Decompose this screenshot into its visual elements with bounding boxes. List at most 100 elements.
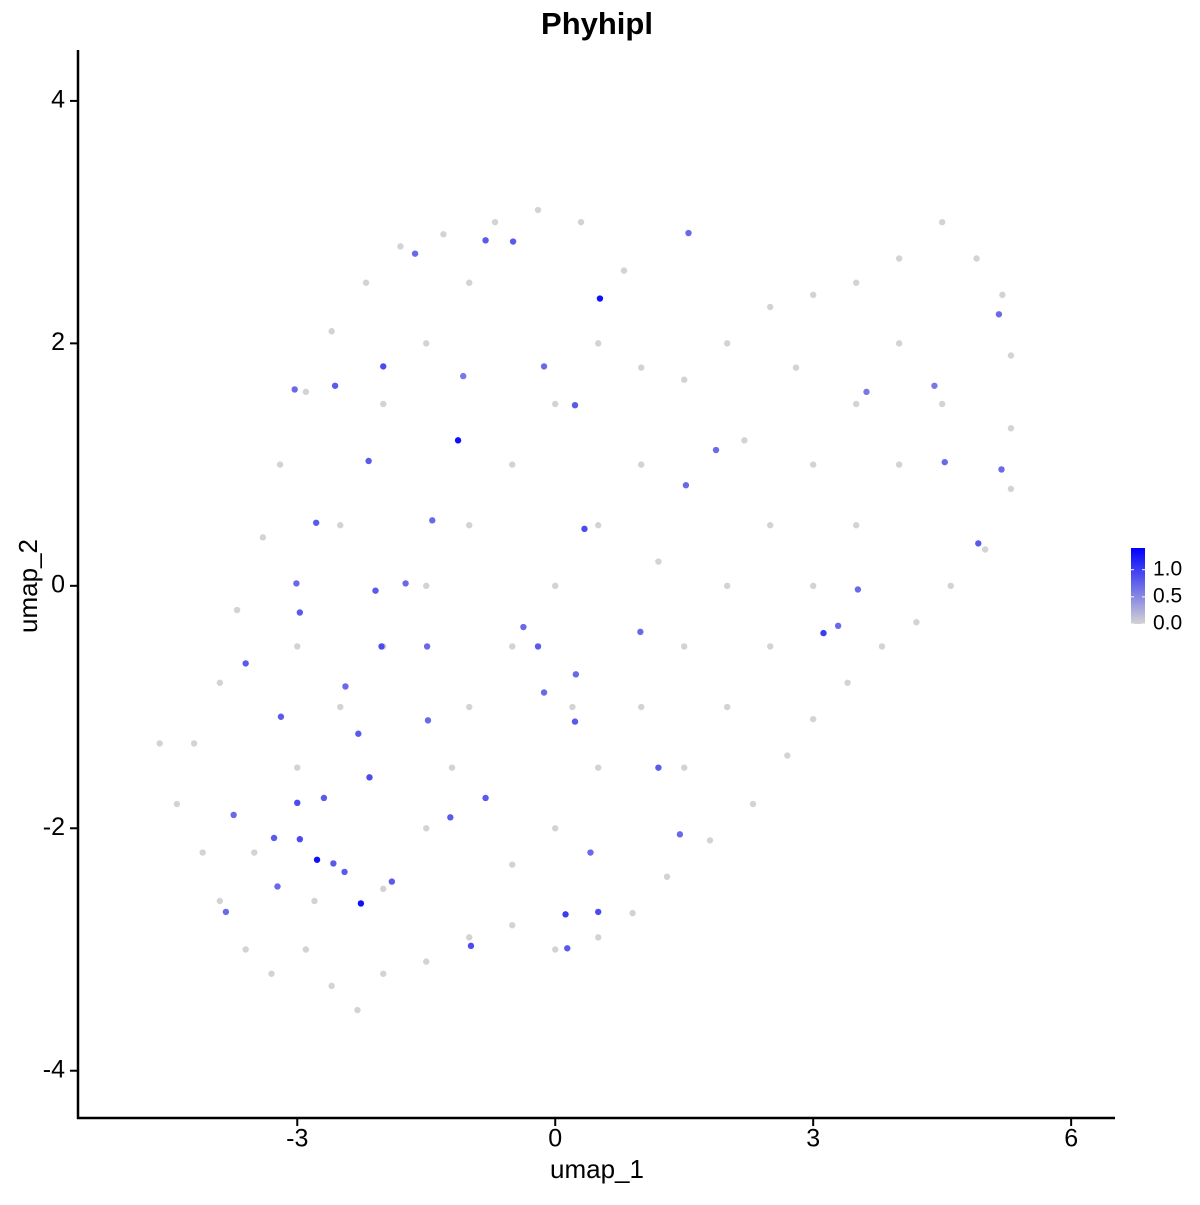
point: [723, 582, 731, 590]
point: [466, 703, 473, 711]
point: [913, 618, 920, 626]
point: [320, 794, 328, 802]
point: [294, 799, 301, 807]
point: [534, 206, 542, 214]
point: [809, 715, 817, 723]
point: [766, 643, 774, 650]
point: [534, 643, 542, 650]
point: [809, 291, 817, 299]
point: [947, 582, 954, 590]
point: [440, 231, 447, 238]
point: [975, 540, 982, 547]
point: [277, 713, 285, 720]
point: [270, 834, 278, 842]
point: [466, 279, 473, 286]
point: [312, 519, 320, 526]
point: [596, 295, 604, 302]
point: [365, 457, 372, 465]
point: [681, 643, 688, 650]
point: [938, 400, 946, 408]
point: [460, 372, 467, 380]
point: [233, 606, 241, 614]
colorbar-label: 0.5: [1153, 584, 1182, 607]
point: [466, 934, 473, 941]
point: [552, 582, 559, 590]
point: [216, 897, 224, 905]
point: [520, 623, 527, 631]
x-tick-label: 6: [1064, 1125, 1078, 1153]
point: [423, 340, 430, 347]
point: [895, 461, 903, 468]
point: [491, 218, 499, 226]
point: [230, 811, 237, 819]
point: [581, 525, 588, 533]
point: [784, 752, 791, 759]
point: [595, 934, 602, 941]
point: [509, 643, 516, 650]
point: [242, 660, 249, 667]
point: [878, 643, 886, 650]
point: [259, 534, 267, 541]
y-tick-label: 2: [51, 328, 65, 356]
point: [311, 897, 318, 905]
point: [380, 970, 387, 977]
point: [388, 878, 396, 885]
point: [852, 522, 860, 529]
point: [981, 546, 989, 553]
point: [251, 849, 258, 856]
point: [1007, 425, 1015, 432]
point: [362, 279, 370, 286]
point: [741, 437, 748, 444]
point: [296, 835, 304, 843]
point: [448, 764, 456, 771]
point: [637, 628, 644, 636]
y-tick-label: -2: [43, 813, 65, 841]
point: [685, 229, 692, 237]
point: [330, 860, 337, 867]
point: [655, 764, 662, 771]
point: [423, 643, 431, 650]
point: [571, 718, 579, 725]
point: [655, 558, 662, 565]
point: [854, 586, 862, 593]
point: [293, 580, 300, 587]
x-tick-label: 0: [548, 1125, 562, 1153]
point: [931, 382, 938, 389]
chart-title: Phyhipl: [541, 6, 653, 41]
y-tick-label: 4: [51, 86, 65, 114]
point: [302, 946, 310, 953]
point: [378, 643, 385, 650]
point: [331, 382, 339, 389]
point: [302, 388, 310, 396]
point: [294, 643, 301, 650]
point: [276, 461, 284, 468]
x-axis-title: umap_1: [550, 1154, 644, 1184]
y-tick-label: -4: [43, 1055, 65, 1083]
point: [577, 218, 585, 226]
point: [712, 446, 720, 454]
point: [995, 311, 1003, 318]
point: [998, 466, 1005, 473]
point: [941, 458, 948, 466]
point: [397, 243, 404, 250]
point: [372, 587, 379, 594]
point: [509, 861, 516, 868]
point: [938, 218, 946, 226]
point: [572, 671, 580, 678]
point: [357, 900, 365, 907]
point: [294, 764, 301, 771]
y-tick-label: 0: [51, 570, 65, 598]
point: [844, 679, 851, 686]
point: [222, 908, 230, 916]
point: [595, 522, 602, 529]
point: [482, 237, 489, 244]
x-tick-label: -3: [286, 1125, 308, 1153]
point: [587, 849, 594, 856]
point: [423, 958, 430, 965]
point: [863, 388, 870, 396]
point: [681, 764, 688, 771]
point: [366, 774, 373, 781]
point: [595, 764, 602, 771]
